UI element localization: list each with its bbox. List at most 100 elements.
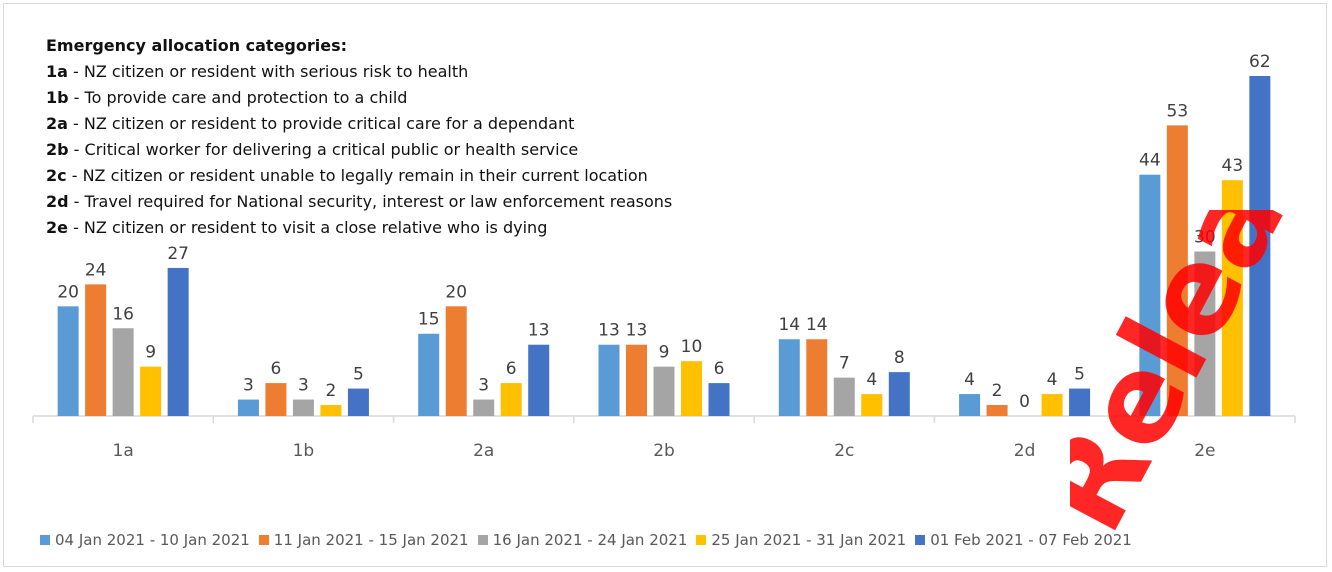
bar <box>1139 174 1161 416</box>
note-code: 2a <box>46 114 68 133</box>
data-label: 5 <box>353 365 364 385</box>
legend-label: 25 Jan 2021 - 31 Jan 2021 <box>711 531 907 549</box>
note-code: 1b <box>46 88 69 107</box>
legend-label: 16 Jan 2021 - 24 Jan 2021 <box>492 531 688 549</box>
bar <box>500 383 522 416</box>
data-label: 5 <box>1074 365 1085 385</box>
bar <box>959 394 981 416</box>
note-text: - NZ citizen or resident with serious ri… <box>67 62 469 81</box>
note-code: 2d <box>46 192 69 211</box>
data-label: 7 <box>839 354 850 374</box>
bar <box>1069 388 1091 416</box>
bar <box>888 372 910 416</box>
bar <box>833 377 855 416</box>
bar <box>1249 76 1271 416</box>
bar <box>140 366 162 416</box>
note-2d: 2d - Travel required for National securi… <box>46 189 672 215</box>
x-tick-label: 1a <box>113 441 134 461</box>
data-label: 62 <box>1249 52 1271 72</box>
note-text: - To provide care and protection to a ch… <box>68 88 408 107</box>
bar <box>1221 180 1243 416</box>
note-text: - NZ citizen or resident to provide crit… <box>67 114 575 133</box>
data-label: 53 <box>1167 101 1189 121</box>
bar <box>681 361 702 416</box>
note-code: 2e <box>46 218 68 237</box>
data-label: 13 <box>598 321 620 341</box>
data-label: 6 <box>714 359 725 379</box>
legend-swatch <box>258 535 269 545</box>
note-2c: 2c - NZ citizen or resident unable to le… <box>46 163 672 189</box>
bar <box>265 383 287 416</box>
bar <box>292 399 314 416</box>
data-label: 14 <box>778 315 800 335</box>
bar <box>626 344 647 416</box>
note-text: - Critical worker for delivering a criti… <box>68 140 579 159</box>
x-tick-label: 1b <box>293 441 315 461</box>
x-tick-label: 2b <box>653 441 675 461</box>
bar <box>57 306 79 416</box>
x-tick-label: 2c <box>834 441 854 461</box>
bar <box>320 405 342 416</box>
note-text: - NZ citizen or resident unable to legal… <box>66 166 648 185</box>
data-label: 3 <box>243 376 254 396</box>
bar <box>237 399 259 416</box>
bar <box>528 344 550 416</box>
bar <box>708 383 730 416</box>
bar <box>1166 125 1188 417</box>
bar <box>861 394 883 416</box>
data-label: 0 <box>1019 392 1030 412</box>
x-tick-label: 2a <box>473 441 494 461</box>
data-label: 20 <box>57 282 79 302</box>
legend-entry-2: 11 Jan 2021 - 15 Jan 2021 <box>258 531 469 549</box>
bar <box>85 284 107 416</box>
data-label: 4 <box>964 370 975 390</box>
note-1a: 1a - NZ citizen or resident with serious… <box>46 59 672 85</box>
category-notes: Emergency allocation categories: 1a - NZ… <box>46 33 672 241</box>
data-label: 9 <box>659 343 670 363</box>
data-label: 3 <box>298 376 309 396</box>
legend-swatch <box>696 535 707 545</box>
data-label: 4 <box>1047 370 1058 390</box>
note-text: - Travel required for National security,… <box>68 192 673 211</box>
data-label: 2 <box>992 381 1003 401</box>
legend-swatch <box>477 535 488 545</box>
data-label: 14 <box>806 315 828 335</box>
bar <box>806 339 828 416</box>
data-label: 3 <box>478 376 489 396</box>
data-label: 4 <box>866 370 877 390</box>
x-tick-label: 2e <box>1194 441 1215 461</box>
data-label: 16 <box>112 304 134 324</box>
data-label: 13 <box>528 321 550 341</box>
bar <box>653 366 675 416</box>
notes-heading: Emergency allocation categories: <box>46 36 348 55</box>
legend-entry-4: 25 Jan 2021 - 31 Jan 2021 <box>696 531 906 549</box>
legend-label: 04 Jan 2021 - 10 Jan 2021 <box>55 531 250 549</box>
data-label: 43 <box>1222 156 1244 176</box>
bar <box>598 344 620 416</box>
bar <box>347 388 369 416</box>
bar <box>1194 251 1216 416</box>
legend-entry-5: 01 Feb 2021 - 07 Feb 2021 <box>915 531 1132 549</box>
data-label: 20 <box>445 282 467 302</box>
bar <box>445 306 467 416</box>
data-label: 13 <box>626 321 648 341</box>
data-label: 30 <box>1194 227 1216 247</box>
data-label: 2 <box>326 381 337 401</box>
data-label: 6 <box>271 359 282 379</box>
data-label: 10 <box>681 337 703 357</box>
bars-layer <box>57 76 1271 417</box>
note-text: - NZ citizen or resident to visit a clos… <box>67 218 548 237</box>
data-label: 6 <box>506 359 517 379</box>
note-code: 1a <box>46 62 68 81</box>
bar <box>112 328 134 416</box>
legend-swatch <box>40 535 50 545</box>
note-2a: 2a - NZ citizen or resident to provide c… <box>46 111 672 137</box>
bar <box>1041 394 1063 416</box>
note-code: 2b <box>46 140 69 159</box>
data-label: 27 <box>167 244 189 264</box>
bar <box>418 333 440 416</box>
legend-label: 11 Jan 2021 - 15 Jan 2021 <box>273 531 469 549</box>
note-1b: 1b - To provide care and protection to a… <box>46 85 672 111</box>
